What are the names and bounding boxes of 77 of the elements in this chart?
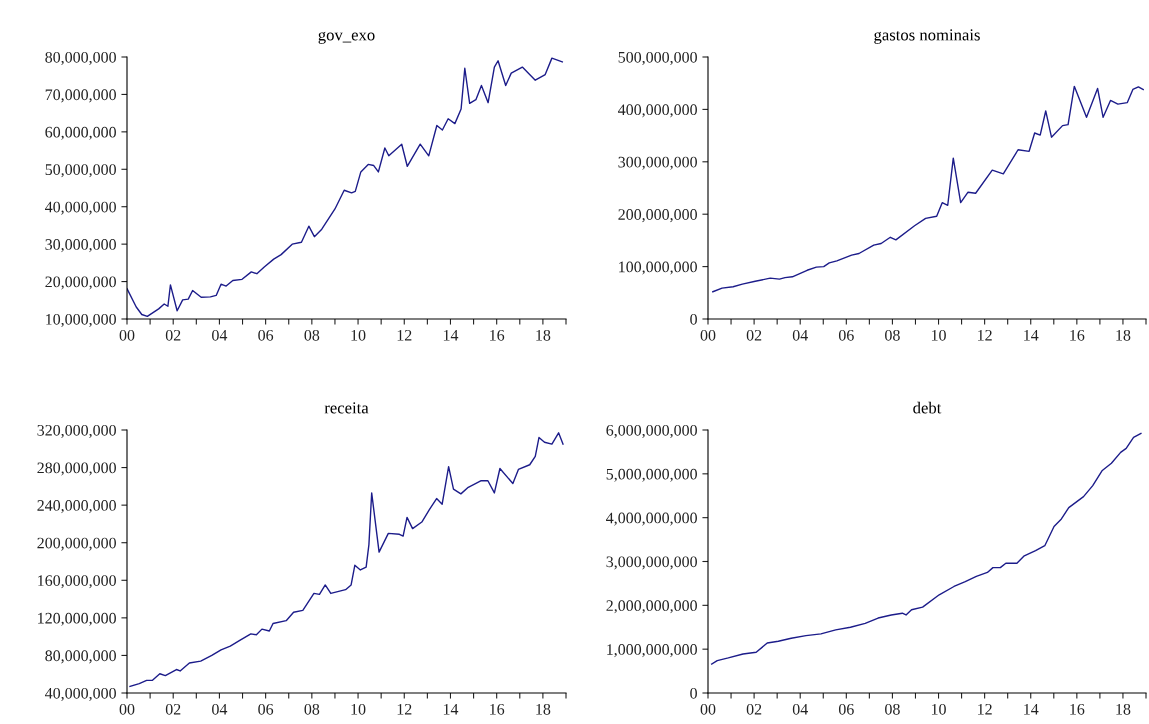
- x-tick-label: 08: [304, 329, 320, 341]
- x-tick-label: 16: [490, 703, 505, 715]
- chart-title: gastos nominais: [874, 29, 980, 44]
- y-tick-label: 120,000,000: [38, 612, 116, 626]
- chart-title: gov_exo: [318, 31, 375, 44]
- y-tick-label: 3,000,000,000: [606, 556, 697, 570]
- x-tick-label: 08: [304, 703, 320, 715]
- y-tick-label: 200,000,000: [618, 209, 697, 223]
- x-tick-label: 04: [792, 703, 808, 715]
- line-series: [710, 432, 1142, 665]
- y-tick-label: 100,000,000: [619, 261, 697, 275]
- y-tick-label: 6,000,000,000: [606, 424, 697, 438]
- y-tick-label: 300,000,000: [618, 156, 697, 170]
- x-tick-label: 04: [792, 329, 808, 341]
- chart-title: debt: [913, 401, 942, 414]
- x-tick-label: 04: [212, 329, 228, 341]
- y-tick-label: 40,000,000: [45, 201, 116, 215]
- x-tick-label: 00: [700, 703, 716, 715]
- x-tick-label: 14: [1024, 703, 1039, 715]
- y-tick-label: 200,000,000: [37, 537, 116, 551]
- line-series: [712, 85, 1144, 293]
- y-tick-label: 0: [690, 687, 697, 699]
- y-tick-label: 1,000,000,000: [607, 644, 697, 658]
- x-tick-label: 02: [746, 329, 762, 341]
- x-tick-label: 04: [212, 703, 228, 715]
- x-tick-label: 00: [700, 329, 716, 341]
- x-tick-label: 12: [978, 703, 992, 715]
- y-tick-label: 0: [690, 313, 697, 325]
- line-series: [127, 57, 563, 318]
- x-tick-label: 00: [119, 329, 135, 341]
- x-tick-label: 10: [931, 703, 946, 715]
- y-tick-label: 400,000,000: [618, 104, 697, 118]
- x-tick-label: 06: [258, 329, 274, 341]
- y-tick-label: 320,000,000: [37, 424, 116, 438]
- x-tick-label: 10: [351, 329, 366, 341]
- y-tick-label: 160,000,000: [38, 575, 116, 589]
- x-tick-label: 02: [165, 703, 181, 715]
- y-tick-label: 50,000,000: [45, 164, 116, 178]
- y-tick-label: 30,000,000: [45, 239, 116, 253]
- y-tick-label: 40,000,000: [45, 687, 116, 701]
- x-tick-label: 06: [258, 703, 274, 715]
- y-tick-label: 5,000,000,000: [606, 468, 697, 482]
- y-tick-label: 80,000,000: [45, 51, 116, 65]
- x-tick-label: 18: [536, 329, 551, 341]
- x-tick-label: 02: [746, 703, 762, 715]
- y-tick-label: 500,000,000: [618, 51, 697, 65]
- x-tick-label: 18: [1116, 703, 1131, 715]
- line-series: [129, 432, 564, 688]
- y-tick-label: 280,000,000: [37, 462, 116, 476]
- x-tick-label: 12: [397, 329, 412, 341]
- x-tick-label: 02: [165, 329, 181, 341]
- x-tick-label: 06: [838, 703, 854, 715]
- y-tick-label: 20,000,000: [45, 276, 116, 290]
- x-tick-label: 08: [885, 329, 900, 341]
- y-tick-label: 80,000,000: [45, 650, 116, 664]
- y-tick-label: 70,000,000: [45, 89, 116, 103]
- x-tick-label: 18: [1116, 329, 1131, 341]
- x-tick-label: 12: [978, 329, 992, 341]
- y-tick-label: 2,000,000,000: [606, 600, 697, 614]
- y-tick-label: 4,000,000,000: [606, 512, 697, 526]
- x-tick-label: 14: [443, 329, 459, 341]
- x-tick-label: 18: [536, 703, 551, 715]
- y-tick-label: 240,000,000: [37, 500, 116, 514]
- x-tick-label: 06: [838, 329, 854, 341]
- x-tick-label: 10: [351, 703, 366, 715]
- x-tick-label: 00: [119, 703, 135, 715]
- x-tick-label: 08: [885, 703, 900, 715]
- y-tick-label: 60,000,000: [45, 126, 116, 140]
- chart-title: receita: [324, 402, 369, 414]
- x-tick-label: 12: [397, 703, 412, 715]
- x-tick-label: 16: [490, 329, 505, 341]
- y-tick-label: 10,000,000: [46, 313, 116, 327]
- x-tick-label: 10: [931, 329, 946, 341]
- x-tick-label: 16: [1070, 329, 1085, 341]
- x-tick-label: 14: [1024, 329, 1039, 341]
- x-tick-label: 16: [1070, 703, 1085, 715]
- x-tick-label: 14: [443, 703, 459, 715]
